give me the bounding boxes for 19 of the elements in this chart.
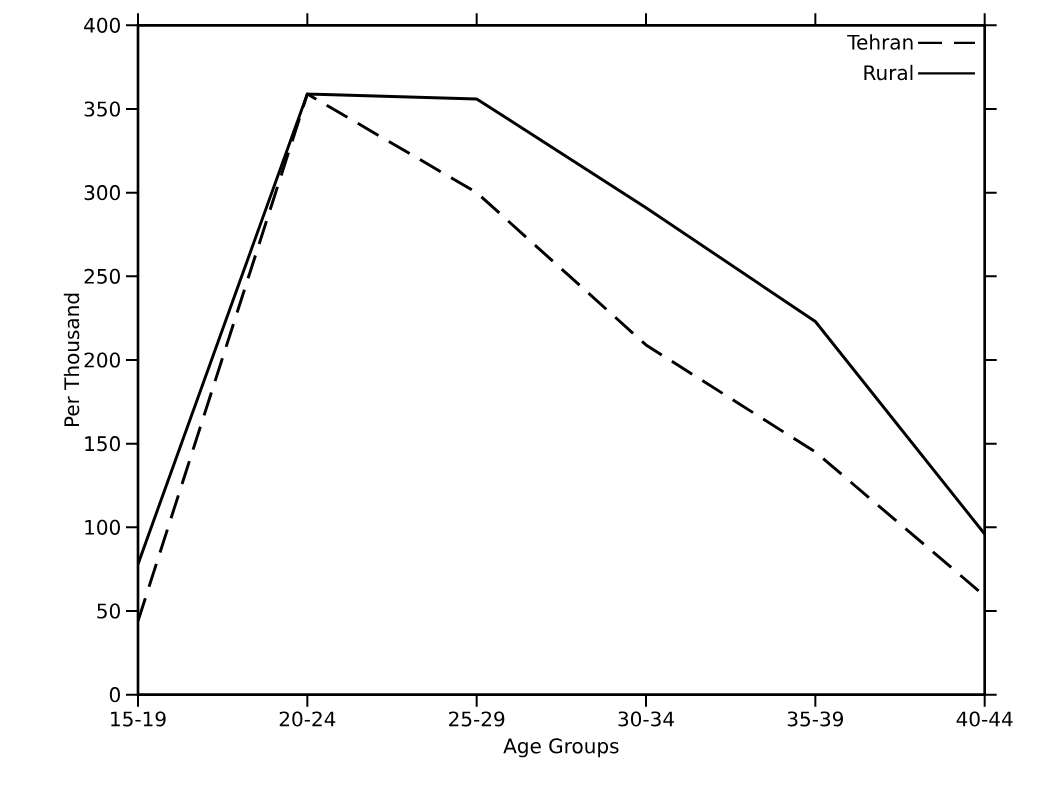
y-tick-label: 200 bbox=[84, 352, 120, 368]
y-tick-label: 250 bbox=[84, 268, 120, 285]
y-axis-title: Per Thousand bbox=[63, 293, 80, 427]
x-tick-label: 30-34 bbox=[618, 711, 674, 727]
y-tick-label: 50 bbox=[97, 603, 120, 619]
y-tick-label: 150 bbox=[85, 436, 120, 452]
y-tick-label: 100 bbox=[85, 519, 120, 536]
y-tick-label: 350 bbox=[84, 101, 120, 117]
y-tick-label: 400 bbox=[84, 17, 120, 34]
x-tick-label: 25-29 bbox=[449, 711, 505, 727]
x-axis-title: Age Groups bbox=[503, 738, 619, 758]
y-tick-label: 300 bbox=[84, 185, 120, 201]
x-tick-label: 35-39 bbox=[787, 711, 843, 727]
legend-label: Rural bbox=[864, 64, 913, 81]
x-tick-label: 40-44 bbox=[956, 711, 1013, 727]
legend-label: Tehran bbox=[847, 34, 913, 50]
x-tick-label: 15-19 bbox=[111, 711, 166, 727]
x-tick-label: 20-24 bbox=[279, 711, 336, 727]
y-tick-label: 0 bbox=[109, 687, 120, 703]
